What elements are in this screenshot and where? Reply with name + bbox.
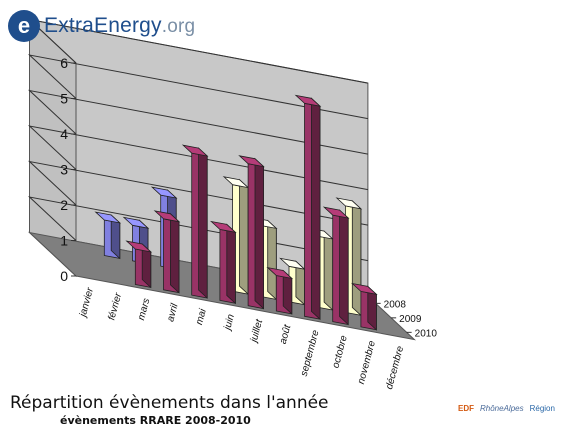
depth-tick-label-2010: 2010 bbox=[415, 328, 438, 339]
extraenergy-e-icon: e bbox=[8, 10, 40, 42]
x-tick-label-décembre: décembre bbox=[384, 344, 406, 390]
x-tick-label-avril: avril bbox=[165, 302, 181, 323]
x-tick-label-octobre: octobre bbox=[331, 334, 350, 369]
bar-side-face bbox=[351, 199, 362, 317]
bar-2009-septembre bbox=[279, 257, 306, 306]
bar-side-face bbox=[169, 212, 180, 294]
bar-top-face bbox=[150, 186, 178, 199]
y-tick-label: 5 bbox=[60, 91, 68, 107]
bar-2010-mars bbox=[125, 240, 153, 289]
x-tick-label-septembre: septembre bbox=[299, 329, 322, 378]
partner-edf-logo: EDF bbox=[458, 404, 474, 413]
y-tick-label: 0 bbox=[60, 268, 68, 284]
bar-side-face bbox=[310, 97, 321, 321]
caption-subtitle: évènements RRARE 2008-2010 bbox=[60, 414, 251, 427]
bar-top-face bbox=[181, 144, 209, 157]
bar-top-face bbox=[322, 206, 350, 219]
x-tick-label-juin: juin bbox=[222, 313, 237, 333]
depth-tick-label-2008: 2008 bbox=[384, 299, 407, 310]
bar-2010-septembre bbox=[294, 94, 322, 321]
chart-bars bbox=[94, 94, 378, 331]
x-tick-label-novembre: novembre bbox=[356, 339, 378, 385]
bar-side-face bbox=[239, 178, 249, 296]
partner-logos: EDF RhôneAlpes Région bbox=[458, 404, 555, 413]
bar-side-face bbox=[254, 157, 265, 310]
bar-top-face bbox=[153, 210, 181, 223]
y-tick-label: 6 bbox=[60, 55, 68, 71]
x-tick-label-mars: mars bbox=[136, 297, 152, 321]
bar-top-face bbox=[210, 220, 237, 233]
caption-title: Répartition évènements dans l'année bbox=[10, 393, 329, 413]
bar-2010-avril bbox=[153, 210, 181, 294]
partner-region-logo: Région bbox=[529, 404, 555, 413]
extraenergy-logo: e ExtraEnergy.org bbox=[8, 10, 195, 42]
depth-axis-ticks: 2008 2009 2010 bbox=[375, 299, 438, 339]
y-tick-label: 2 bbox=[60, 197, 68, 213]
bar-top-face bbox=[122, 216, 150, 229]
logo-text: ExtraEnergy.org bbox=[44, 14, 195, 38]
bar-2010-août bbox=[266, 266, 294, 315]
x-tick-label-mai: mai bbox=[194, 307, 209, 326]
bar-top-face bbox=[125, 240, 153, 253]
bar-side-face bbox=[198, 147, 208, 299]
logo-brand: ExtraEnergy bbox=[44, 14, 162, 37]
bar-top-face bbox=[294, 94, 322, 107]
bar-2010-octobre bbox=[322, 206, 350, 326]
bar-top-face bbox=[351, 282, 378, 295]
x-tick-label-février: février bbox=[106, 291, 124, 321]
bar-2009-août bbox=[250, 216, 278, 301]
y-tick-label: 3 bbox=[60, 162, 68, 178]
gridline bbox=[27, 89, 368, 155]
y-tick-label: 4 bbox=[60, 126, 68, 142]
bar-2010-mai bbox=[181, 144, 209, 299]
x-tick-label-août: août bbox=[278, 323, 294, 346]
bar-side-face bbox=[226, 223, 236, 305]
bar-side-face bbox=[267, 219, 277, 301]
bar-side-face bbox=[323, 230, 334, 311]
partner-rhonealpes-logo: RhôneAlpes bbox=[480, 404, 524, 413]
depth-tick-label-2009: 2009 bbox=[399, 314, 422, 325]
bar-top-face bbox=[266, 266, 294, 280]
bar-2010-juin bbox=[210, 220, 237, 305]
bar-2008-mars bbox=[94, 211, 122, 260]
bar-top-face bbox=[335, 197, 363, 210]
y-tick-label: 1 bbox=[60, 233, 68, 249]
x-tick-label-janvier: janvier bbox=[77, 286, 96, 320]
bar-top-face bbox=[238, 155, 265, 168]
bar-top-face bbox=[94, 211, 122, 224]
bar-2010-novembre bbox=[351, 282, 378, 331]
x-tick-label-juillet: juillet bbox=[248, 317, 265, 345]
gridline bbox=[27, 54, 368, 120]
bar-top-face bbox=[222, 176, 250, 189]
bar-side-face bbox=[339, 209, 349, 326]
bar-2010-juillet bbox=[238, 155, 265, 310]
y-axis-ticks: 0 1 2 3 4 5 6 bbox=[60, 55, 76, 284]
logo-suffix: .org bbox=[161, 16, 196, 37]
bar-top-face bbox=[279, 257, 306, 270]
